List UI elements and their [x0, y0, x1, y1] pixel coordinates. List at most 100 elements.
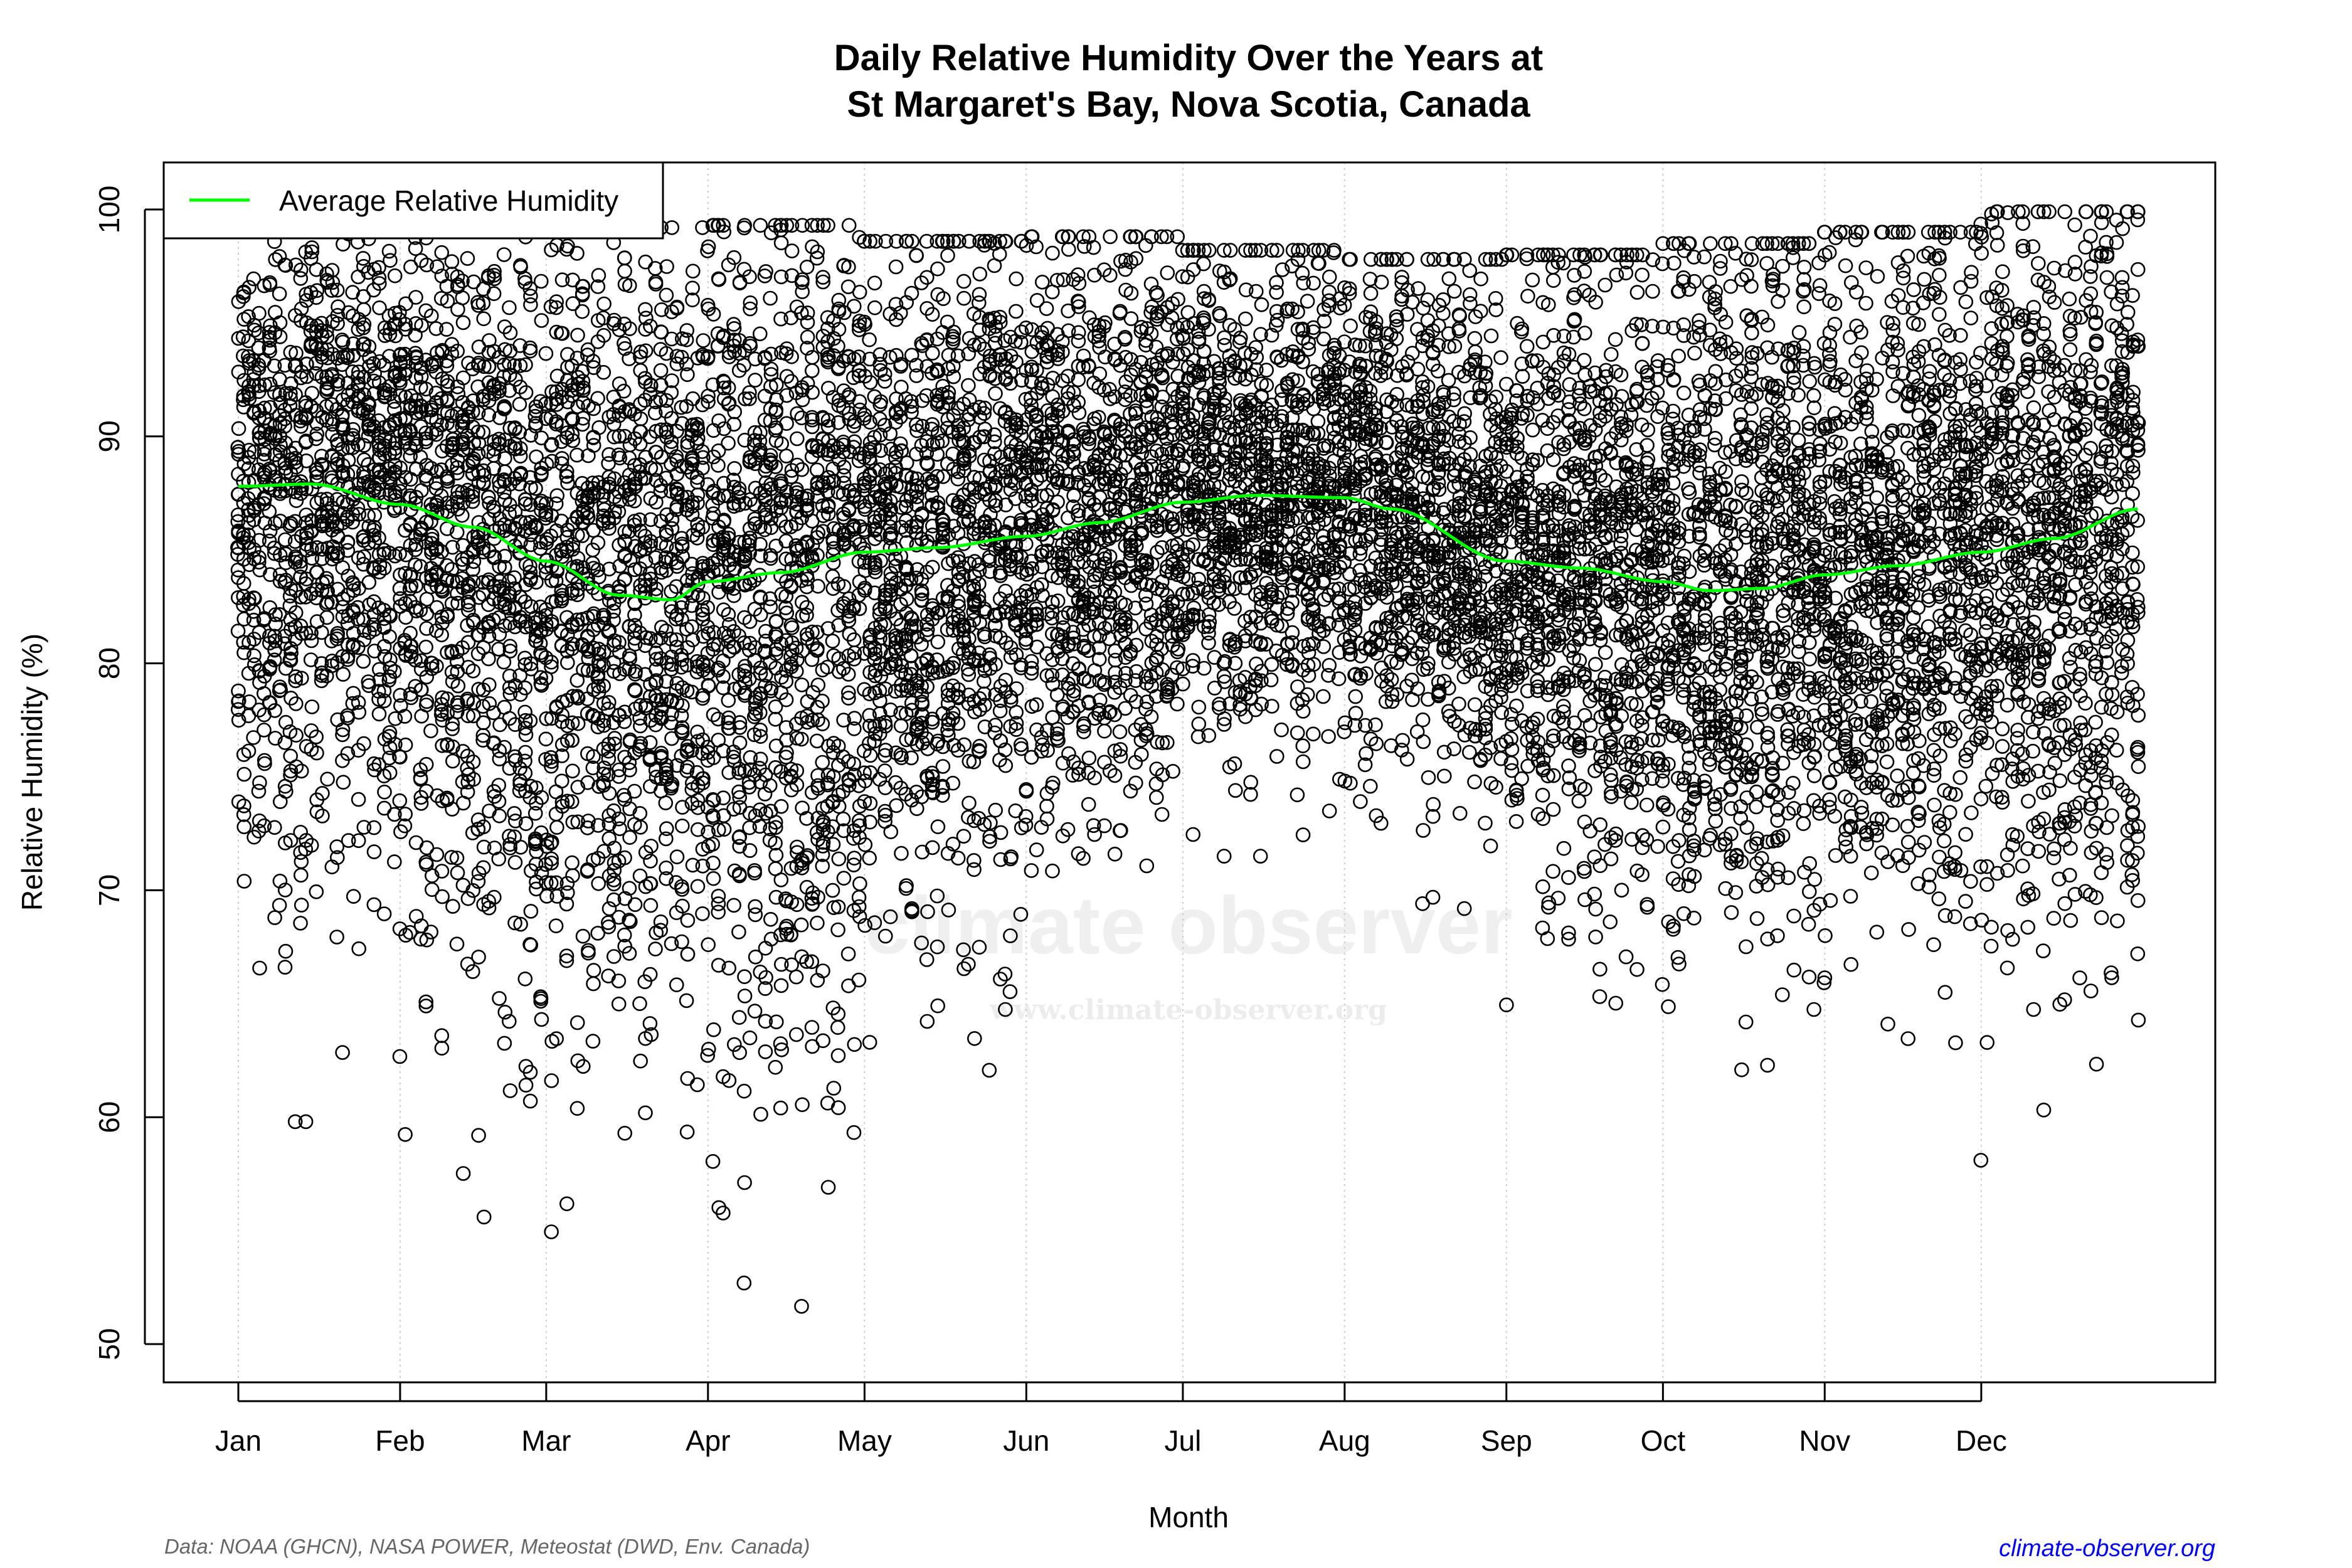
data-point — [575, 304, 590, 319]
data-point — [690, 879, 706, 894]
data-point — [320, 771, 335, 787]
data-point — [475, 475, 491, 490]
data-point — [356, 289, 371, 304]
data-point — [371, 270, 387, 286]
data-point — [366, 897, 382, 913]
data-point — [476, 311, 492, 327]
data-point — [470, 295, 485, 310]
data-point — [496, 247, 512, 262]
data-point — [262, 376, 278, 392]
data-point — [586, 976, 601, 992]
data-point — [246, 271, 262, 287]
data-point — [262, 524, 278, 539]
data-point — [430, 541, 445, 556]
data-point — [320, 350, 336, 366]
data-point — [1045, 245, 1060, 261]
data-point — [434, 1028, 450, 1043]
data-point — [366, 356, 381, 371]
data-point — [397, 709, 413, 724]
data-point — [440, 405, 455, 420]
data-point — [465, 562, 480, 577]
data-point — [450, 678, 466, 694]
data-point — [711, 272, 727, 287]
data-point — [706, 1022, 721, 1037]
data-point — [460, 251, 475, 266]
data-point — [444, 850, 459, 865]
data-point — [507, 813, 523, 829]
data-point — [726, 898, 741, 913]
data-point — [830, 922, 845, 938]
data-point — [930, 998, 945, 1014]
data-point — [507, 806, 522, 821]
data-point — [659, 821, 674, 836]
data-point — [251, 361, 267, 376]
data-point — [251, 340, 267, 356]
data-point — [246, 730, 261, 745]
data-point — [659, 287, 674, 303]
data-point — [440, 609, 455, 625]
data-point — [366, 820, 382, 835]
data-point — [393, 687, 408, 703]
data-point — [496, 654, 512, 670]
data-point — [450, 460, 465, 475]
data-point — [247, 591, 262, 607]
data-point — [731, 924, 746, 940]
data-point — [925, 559, 940, 575]
data-point — [231, 694, 246, 709]
data-point — [283, 344, 299, 360]
data-point — [894, 845, 909, 861]
data-point — [825, 633, 840, 649]
data-point — [559, 1196, 575, 1212]
data-point — [496, 401, 512, 416]
data-point — [324, 514, 339, 530]
data-point — [502, 686, 518, 701]
data-point — [648, 941, 663, 956]
data-point — [481, 677, 497, 692]
data-point — [356, 438, 372, 453]
data-point — [419, 694, 435, 709]
data-point — [315, 808, 330, 824]
data-point — [705, 1154, 721, 1169]
data-point — [251, 824, 267, 839]
data-point — [753, 965, 768, 980]
data-point — [336, 667, 351, 682]
data-point — [309, 884, 324, 899]
data-point — [1024, 750, 1039, 765]
data-point — [1039, 301, 1054, 316]
data-point — [455, 290, 470, 305]
data-point — [294, 670, 309, 686]
data-point — [376, 800, 392, 816]
data-point — [435, 889, 450, 904]
data-point — [289, 493, 304, 509]
data-point — [418, 303, 433, 319]
data-point — [246, 501, 262, 516]
data-point — [351, 695, 366, 710]
data-point — [470, 424, 486, 440]
chart-title-line2: St Margaret's Bay, Nova Scotia, Canada — [847, 84, 1530, 125]
data-point — [356, 549, 372, 564]
data-point — [492, 717, 507, 733]
data-point — [1092, 366, 1108, 381]
data-point — [486, 286, 502, 302]
data-point — [465, 883, 481, 898]
data-point — [445, 539, 460, 555]
data-point — [293, 867, 309, 883]
data-point — [288, 669, 304, 684]
data-point — [423, 924, 439, 940]
data-point — [356, 465, 371, 480]
data-point — [481, 359, 497, 374]
data-point — [632, 996, 647, 1011]
data-point — [475, 715, 491, 731]
data-point — [351, 941, 367, 956]
data-point — [491, 432, 507, 447]
data-point — [820, 1180, 836, 1195]
data-point — [669, 977, 684, 992]
data-point — [512, 467, 528, 482]
data-point — [470, 874, 486, 889]
data-point — [356, 251, 371, 266]
data-point — [397, 818, 413, 834]
data-point — [1035, 274, 1050, 290]
data-point — [491, 778, 507, 793]
chart-title-line1: Daily Relative Humidity Over the Years a… — [834, 38, 1543, 78]
data-point — [398, 610, 413, 625]
